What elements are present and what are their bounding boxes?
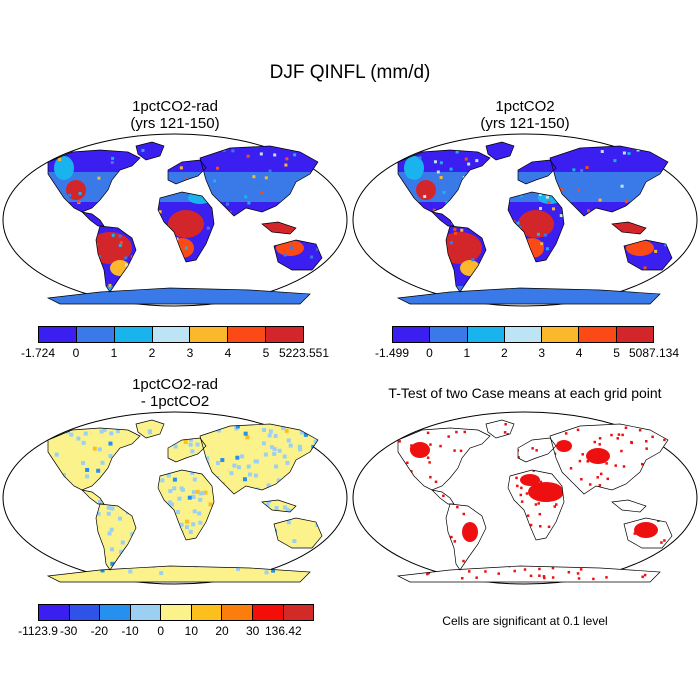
map-content <box>352 411 698 585</box>
colorbar-tick-label: 5 <box>613 346 620 360</box>
map-difference <box>2 411 348 585</box>
colorbar-1 <box>38 326 304 343</box>
colorbar-swatch <box>152 327 191 342</box>
map-1pctco2 <box>352 133 698 307</box>
colorbar-tick-label: 20 <box>215 624 229 638</box>
colorbar-swatch <box>39 605 70 620</box>
colorbar-swatch <box>39 327 77 342</box>
colorbar-tick-label: 30 <box>245 624 260 638</box>
colorbar-swatch <box>190 327 229 342</box>
panel-title-diff-line1: 1pctCO2-rad <box>132 376 218 393</box>
colorbar-tick-label: -30 <box>59 624 78 638</box>
colorbar-tick-label: 3 <box>186 346 194 360</box>
colorbar-tick-label: 3 <box>538 346 546 360</box>
colorbar-3-labels: -1123.9 -30 -20 -10 0 10 20 30 136.42 <box>18 624 314 640</box>
colorbar-tick-label: 10 <box>184 624 199 638</box>
panel-title-diff: 1pctCO2-rad - 1pctCO2 <box>0 376 350 410</box>
colorbar-swatch <box>393 327 431 342</box>
coastlines <box>396 141 673 305</box>
coastlines <box>46 419 323 583</box>
colorbar-swatch <box>69 605 101 620</box>
panel-title-rad-line2: (yrs 121-150) <box>130 115 220 132</box>
colorbar-swatch <box>191 605 223 620</box>
colorbar-swatch <box>504 327 543 342</box>
colorbar-tick-label: -20 <box>90 624 108 638</box>
colorbar-swatch <box>283 605 314 620</box>
coastlines <box>396 419 673 583</box>
colorbar-tick-label: 5087.134 <box>628 346 680 360</box>
colorbar-swatch <box>266 327 304 342</box>
colorbar-swatch <box>579 327 617 342</box>
colorbar-1-labels: -1.724 0 1 2 3 4 5 5223.551 <box>21 346 329 362</box>
colorbar-tick-label: -1.499 <box>374 346 410 360</box>
colorbar-tick-label: 0 <box>72 346 80 360</box>
panel-title-co2-line1: 1pctCO2 <box>495 98 555 115</box>
colorbar-tick-label: 5223.551 <box>278 346 330 360</box>
colorbar-tick-label: -1123.9 <box>18 624 58 638</box>
colorbar-tick-label: -1.724 <box>20 346 56 360</box>
colorbar-swatch <box>130 605 162 620</box>
panel-title-ttest: T-Test of two Case means at each grid po… <box>350 385 700 402</box>
colorbar-tick-label: -10 <box>121 624 139 638</box>
panel-title-diff-line2: - 1pctCO2 <box>140 393 210 410</box>
colorbar-swatch <box>252 605 284 620</box>
colorbar-tick-label: 0 <box>426 346 433 360</box>
panel-title-rad-line1: 1pctCO2-rad <box>132 98 218 115</box>
colorbar-tick-label: 2 <box>500 346 508 360</box>
panel-title-co2-line2: (yrs 121-150) <box>480 115 570 132</box>
significance-note: Cells are significant at 0.1 level <box>442 614 608 628</box>
colorbar-swatch <box>222 605 253 620</box>
coastlines <box>46 141 323 305</box>
colorbar-3 <box>38 604 314 621</box>
map-content <box>2 411 348 585</box>
map-content <box>352 133 698 307</box>
colorbar-swatch <box>114 327 153 342</box>
map-ttest <box>352 411 698 585</box>
colorbar-tick-label: 4 <box>224 346 232 360</box>
colorbar-tick-label: 4 <box>575 346 583 360</box>
colorbar-swatch <box>467 327 505 342</box>
panel-title-co2: 1pctCO2 (yrs 121-150) <box>350 98 700 132</box>
colorbar-swatch <box>228 327 267 342</box>
colorbar-swatch <box>76 327 115 342</box>
colorbar-swatch <box>100 605 131 620</box>
map-content <box>2 133 348 307</box>
colorbar-tick-label: 2 <box>148 346 156 360</box>
figure-title: DJF QINFL (mm/d) <box>269 62 431 83</box>
colorbar-swatch <box>616 327 653 342</box>
panel-title-rad: 1pctCO2-rad (yrs 121-150) <box>0 98 350 132</box>
map-1pctco2-rad <box>2 133 348 307</box>
colorbar-swatch <box>542 327 580 342</box>
panel-title-ttest-line1: T-Test of two Case means at each grid po… <box>388 385 662 401</box>
colorbar-tick-label: 1 <box>110 346 118 360</box>
colorbar-2 <box>392 326 654 343</box>
colorbar-swatch <box>430 327 468 342</box>
colorbar-swatch <box>161 605 192 620</box>
colorbar-tick-label: 0 <box>157 624 164 638</box>
colorbar-2-labels: -1.499 0 1 2 3 4 5 5087.134 <box>375 346 679 362</box>
colorbar-tick-label: 136.42 <box>264 624 302 638</box>
colorbar-tick-label: 1 <box>463 346 471 360</box>
colorbar-tick-label: 5 <box>262 346 270 360</box>
